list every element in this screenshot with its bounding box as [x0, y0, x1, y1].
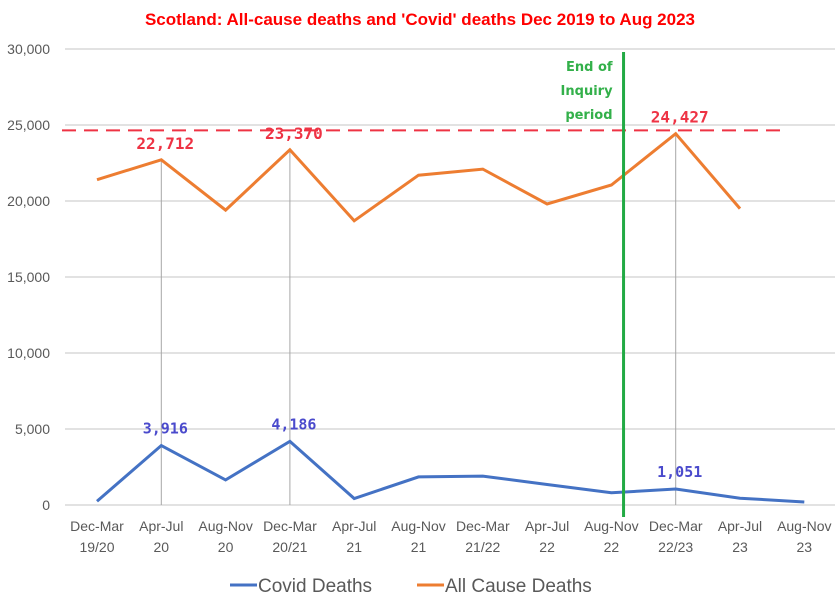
- annotation-text: End of: [566, 60, 613, 75]
- x-tick-label: 21/22: [465, 539, 500, 555]
- y-tick-label: 0: [42, 497, 50, 513]
- y-tick-label: 30,000: [7, 41, 50, 57]
- x-tick-label: Apr-Jul: [718, 518, 762, 534]
- legend: Covid Deaths All Cause Deaths: [230, 576, 592, 597]
- series-line-covid-deaths: [96, 439, 805, 504]
- data-label: 22,712: [136, 134, 194, 153]
- x-tick-label: 22: [539, 539, 555, 555]
- legend-label: Covid Deaths: [258, 576, 372, 597]
- annotation-text: period: [565, 108, 612, 123]
- x-tick-label: 19/20: [79, 539, 114, 555]
- y-tick-label: 25,000: [7, 117, 50, 133]
- legend-label: All Cause Deaths: [445, 576, 592, 597]
- x-tick-label: Dec-Mar: [70, 518, 124, 534]
- data-label: 4,186: [271, 415, 316, 433]
- x-tick-label: 23: [797, 539, 813, 555]
- x-tick-label: 23: [732, 539, 748, 555]
- x-tick-label: Aug-Nov: [584, 518, 638, 534]
- inquiry-annotation: End of Inquiry period: [561, 52, 626, 517]
- data-label: 24,427: [651, 108, 709, 127]
- y-tick-label: 15,000: [7, 269, 50, 285]
- x-tick-label: 20: [154, 539, 170, 555]
- y-axis-ticks: 0 5,000 10,000 15,000 20,000 25,000 30,000: [7, 41, 50, 513]
- chart-title: Scotland: All-cause deaths and 'Covid' d…: [145, 10, 695, 29]
- data-label: 1,051: [657, 463, 702, 481]
- y-tick-label: 20,000: [7, 193, 50, 209]
- x-tick-label: Dec-Mar: [456, 518, 510, 534]
- x-tick-label: Apr-Jul: [332, 518, 376, 534]
- series-lines: [96, 131, 805, 504]
- x-tick-label: 22: [604, 539, 620, 555]
- x-tick-label: Dec-Mar: [649, 518, 703, 534]
- x-tick-label: 20: [218, 539, 234, 555]
- x-tick-label: 21: [411, 539, 427, 555]
- x-axis-ticks: Dec-Mar 19/20 Apr-Jul 20 Aug-Nov 20 Dec-Mar 20/…: [70, 518, 831, 555]
- x-tick-label: Aug-Nov: [198, 518, 252, 534]
- x-tick-label: 22/23: [658, 539, 693, 555]
- x-tick-label: Dec-Mar: [263, 518, 317, 534]
- y-tick-label: 5,000: [15, 421, 50, 437]
- x-tick-label: Apr-Jul: [139, 518, 183, 534]
- x-tick-label: Aug-Nov: [391, 518, 445, 534]
- x-tick-label: Apr-Jul: [525, 518, 569, 534]
- data-label: 3,916: [143, 419, 188, 437]
- x-tick-label: 21: [346, 539, 362, 555]
- annotation-text: Inquiry: [561, 84, 614, 99]
- x-tick-label: 20/21: [272, 539, 307, 555]
- y-tick-label: 10,000: [7, 345, 50, 361]
- gridlines: [65, 48, 835, 506]
- data-labels: 22,712 23,370 24,427 3,916 4,186 1,051: [136, 108, 708, 481]
- data-label: 23,370: [265, 124, 323, 143]
- x-tick-label: Aug-Nov: [777, 518, 831, 534]
